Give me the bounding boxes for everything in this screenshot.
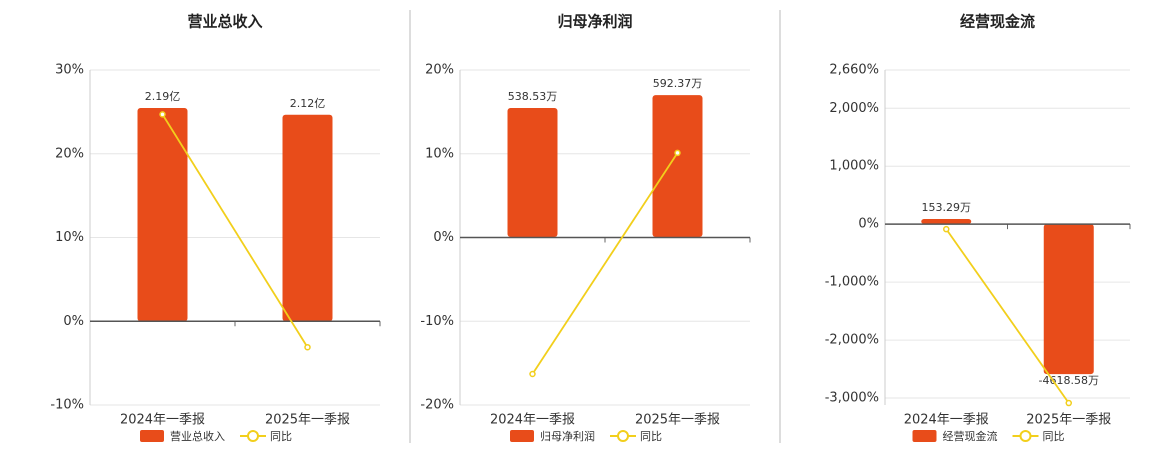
data-label: 2.19亿 — [145, 90, 181, 103]
y-tick-label: -2,000% — [825, 333, 879, 348]
line-point — [159, 111, 166, 118]
line-point — [943, 225, 950, 233]
y-tick-label: -1,000% — [825, 275, 879, 290]
y-tick-label: 30% — [55, 63, 84, 78]
y-tick-label: 2,660% — [829, 63, 879, 78]
line-point — [674, 149, 681, 157]
y-tick-label: 1,000% — [829, 159, 879, 174]
x-tick-label: 2024年一季报 — [904, 413, 989, 428]
chart-title: 营业总收入 — [187, 13, 262, 31]
y-tick-label: 10% — [425, 146, 454, 161]
bar — [507, 107, 558, 238]
chart-title: 归母净利润 — [557, 13, 632, 31]
bar — [282, 114, 333, 322]
x-tick-label: 2024年一季报 — [490, 413, 575, 428]
y-tick-label: 20% — [425, 63, 454, 78]
legend-swatch — [510, 430, 534, 442]
y-tick-label: -10% — [420, 314, 454, 329]
legend-swatch — [1019, 430, 1032, 442]
y-tick-label: 0% — [858, 217, 879, 232]
data-label: 153.29万 — [922, 201, 972, 214]
bar — [137, 107, 188, 322]
x-tick-label: 2024年一季报 — [120, 413, 205, 428]
bar — [921, 219, 972, 225]
legend-swatch — [140, 430, 164, 442]
legend-label: 同比 — [1043, 430, 1065, 443]
line — [945, 228, 1070, 404]
y-tick-label: -20% — [420, 398, 454, 413]
y-tick-label: 2,000% — [829, 101, 879, 116]
line-point — [1065, 399, 1072, 407]
x-tick-label: 2025年一季报 — [635, 413, 720, 428]
line — [161, 113, 309, 348]
y-tick-label: 0% — [433, 230, 454, 245]
chart-title: 经营现金流 — [960, 13, 1035, 31]
y-tick-label: 10% — [55, 230, 84, 245]
y-tick-label: 0% — [63, 314, 84, 329]
y-tick-label: 20% — [55, 146, 84, 161]
line-point — [304, 343, 311, 351]
y-tick-label: -3,000% — [825, 391, 879, 406]
legend-label: 同比 — [270, 430, 292, 443]
data-label: 538.53万 — [508, 90, 558, 103]
data-label: 592.37万 — [653, 77, 703, 90]
legend-label: 归母净利润 — [540, 429, 595, 443]
data-label: -4618.58万 — [1039, 374, 1099, 387]
bar — [652, 95, 703, 238]
legend-swatch — [247, 430, 259, 442]
bar — [1043, 224, 1094, 375]
line-point — [529, 370, 536, 378]
legend-swatch — [912, 430, 937, 442]
legend-label: 同比 — [640, 430, 662, 443]
line — [531, 152, 679, 375]
legend-swatch — [617, 430, 629, 442]
x-tick-label: 2025年一季报 — [265, 413, 350, 428]
data-label: 2.12亿 — [290, 97, 326, 110]
legend-label: 经营现金流 — [943, 429, 998, 443]
y-tick-label: -10% — [50, 398, 84, 413]
x-tick-label: 2025年一季报 — [1026, 413, 1111, 428]
legend-label: 营业总收入 — [170, 429, 225, 443]
